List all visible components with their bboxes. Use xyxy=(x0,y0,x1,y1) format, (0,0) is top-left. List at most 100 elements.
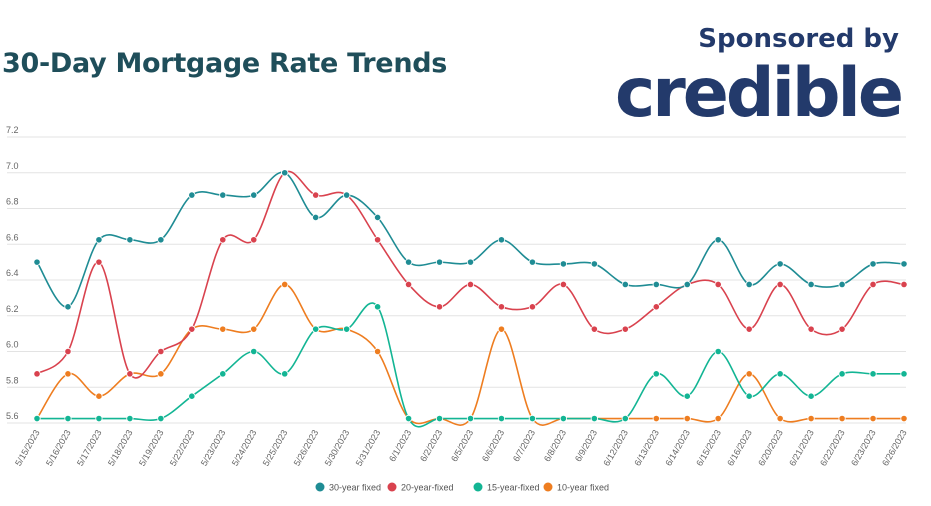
data-point-20-year-fixed[interactable] xyxy=(497,303,506,311)
data-point-30-year-fixed[interactable] xyxy=(343,191,351,199)
data-point-15-year-fixed[interactable] xyxy=(126,414,134,423)
data-point-10-year-fixed[interactable] xyxy=(807,414,815,423)
data-point-20-year-fixed[interactable] xyxy=(64,347,72,356)
data-point-10-year-fixed[interactable] xyxy=(374,347,382,356)
data-point-20-year-fixed[interactable] xyxy=(528,303,537,311)
data-point-20-year-fixed[interactable] xyxy=(900,280,908,289)
data-point-20-year-fixed[interactable] xyxy=(404,280,413,289)
data-point-15-year-fixed[interactable] xyxy=(312,325,320,333)
data-point-30-year-fixed[interactable] xyxy=(374,213,382,222)
data-point-20-year-fixed[interactable] xyxy=(95,258,103,266)
data-point-10-year-fixed[interactable] xyxy=(219,325,227,333)
data-point-20-year-fixed[interactable] xyxy=(126,370,134,378)
data-point-30-year-fixed[interactable] xyxy=(621,280,629,289)
data-point-30-year-fixed[interactable] xyxy=(435,258,444,266)
data-point-20-year-fixed[interactable] xyxy=(621,325,629,333)
data-point-20-year-fixed[interactable] xyxy=(652,303,660,311)
data-point-30-year-fixed[interactable] xyxy=(869,260,877,268)
data-point-15-year-fixed[interactable] xyxy=(64,414,72,423)
data-point-15-year-fixed[interactable] xyxy=(838,370,846,378)
data-point-10-year-fixed[interactable] xyxy=(281,280,289,289)
data-point-10-year-fixed[interactable] xyxy=(683,414,691,423)
data-point-15-year-fixed[interactable] xyxy=(807,392,815,400)
data-point-10-year-fixed[interactable] xyxy=(157,370,165,378)
data-point-15-year-fixed[interactable] xyxy=(714,347,722,356)
data-point-15-year-fixed[interactable] xyxy=(559,414,567,423)
data-point-15-year-fixed[interactable] xyxy=(652,370,660,378)
data-point-15-year-fixed[interactable] xyxy=(95,414,103,423)
data-point-30-year-fixed[interactable] xyxy=(281,169,289,177)
sponsor-logo[interactable]: credible xyxy=(614,54,904,133)
data-point-15-year-fixed[interactable] xyxy=(219,370,227,378)
data-point-15-year-fixed[interactable] xyxy=(621,414,629,423)
data-point-15-year-fixed[interactable] xyxy=(250,347,258,356)
data-point-10-year-fixed[interactable] xyxy=(250,325,258,333)
data-point-30-year-fixed[interactable] xyxy=(559,260,567,268)
data-point-15-year-fixed[interactable] xyxy=(33,414,41,423)
data-point-20-year-fixed[interactable] xyxy=(559,280,567,289)
data-point-15-year-fixed[interactable] xyxy=(343,325,351,333)
data-point-30-year-fixed[interactable] xyxy=(312,213,320,222)
data-point-15-year-fixed[interactable] xyxy=(869,370,877,378)
data-point-30-year-fixed[interactable] xyxy=(714,236,722,244)
data-point-30-year-fixed[interactable] xyxy=(126,236,134,244)
data-point-30-year-fixed[interactable] xyxy=(807,280,815,289)
data-point-30-year-fixed[interactable] xyxy=(33,258,41,266)
data-point-20-year-fixed[interactable] xyxy=(745,325,753,333)
data-point-30-year-fixed[interactable] xyxy=(157,236,165,244)
data-point-15-year-fixed[interactable] xyxy=(590,414,598,423)
data-point-20-year-fixed[interactable] xyxy=(869,280,877,289)
data-point-30-year-fixed[interactable] xyxy=(64,303,72,311)
data-point-30-year-fixed[interactable] xyxy=(188,191,196,199)
data-point-15-year-fixed[interactable] xyxy=(404,414,413,423)
data-point-30-year-fixed[interactable] xyxy=(652,280,660,289)
data-point-30-year-fixed[interactable] xyxy=(466,258,475,266)
data-point-15-year-fixed[interactable] xyxy=(776,370,784,378)
data-point-15-year-fixed[interactable] xyxy=(528,414,537,423)
data-point-20-year-fixed[interactable] xyxy=(374,236,382,244)
data-point-20-year-fixed[interactable] xyxy=(157,347,165,356)
data-point-30-year-fixed[interactable] xyxy=(745,280,753,289)
data-point-30-year-fixed[interactable] xyxy=(683,280,691,289)
data-point-15-year-fixed[interactable] xyxy=(497,414,506,423)
data-point-10-year-fixed[interactable] xyxy=(776,414,784,423)
data-point-10-year-fixed[interactable] xyxy=(497,325,506,333)
data-point-30-year-fixed[interactable] xyxy=(497,236,506,244)
data-point-15-year-fixed[interactable] xyxy=(745,392,753,400)
data-point-20-year-fixed[interactable] xyxy=(466,280,475,289)
data-point-20-year-fixed[interactable] xyxy=(250,236,258,244)
data-point-30-year-fixed[interactable] xyxy=(776,260,784,268)
data-point-20-year-fixed[interactable] xyxy=(776,280,784,289)
data-point-20-year-fixed[interactable] xyxy=(435,303,444,311)
data-point-15-year-fixed[interactable] xyxy=(900,370,908,378)
data-point-30-year-fixed[interactable] xyxy=(838,280,846,289)
data-point-30-year-fixed[interactable] xyxy=(219,191,227,199)
data-point-10-year-fixed[interactable] xyxy=(745,370,753,378)
data-point-20-year-fixed[interactable] xyxy=(838,325,846,333)
data-point-15-year-fixed[interactable] xyxy=(188,392,196,400)
data-point-10-year-fixed[interactable] xyxy=(900,414,908,423)
data-point-30-year-fixed[interactable] xyxy=(590,260,598,268)
data-point-10-year-fixed[interactable] xyxy=(838,414,846,423)
data-point-15-year-fixed[interactable] xyxy=(157,414,165,423)
data-point-15-year-fixed[interactable] xyxy=(683,392,691,400)
data-point-15-year-fixed[interactable] xyxy=(466,414,475,423)
data-point-10-year-fixed[interactable] xyxy=(95,392,103,400)
data-point-30-year-fixed[interactable] xyxy=(900,260,908,268)
data-point-20-year-fixed[interactable] xyxy=(33,370,41,378)
data-point-30-year-fixed[interactable] xyxy=(95,236,103,244)
data-point-30-year-fixed[interactable] xyxy=(250,191,258,199)
data-point-20-year-fixed[interactable] xyxy=(312,191,320,199)
data-point-10-year-fixed[interactable] xyxy=(64,370,72,378)
data-point-20-year-fixed[interactable] xyxy=(714,280,722,289)
data-point-30-year-fixed[interactable] xyxy=(528,258,537,266)
data-point-20-year-fixed[interactable] xyxy=(590,325,598,333)
data-point-15-year-fixed[interactable] xyxy=(281,370,289,378)
data-point-20-year-fixed[interactable] xyxy=(219,236,227,244)
data-point-10-year-fixed[interactable] xyxy=(869,414,877,423)
data-point-10-year-fixed[interactable] xyxy=(652,414,660,423)
data-point-20-year-fixed[interactable] xyxy=(188,325,196,333)
data-point-15-year-fixed[interactable] xyxy=(374,303,382,311)
data-point-10-year-fixed[interactable] xyxy=(714,414,722,423)
data-point-15-year-fixed[interactable] xyxy=(435,414,444,423)
